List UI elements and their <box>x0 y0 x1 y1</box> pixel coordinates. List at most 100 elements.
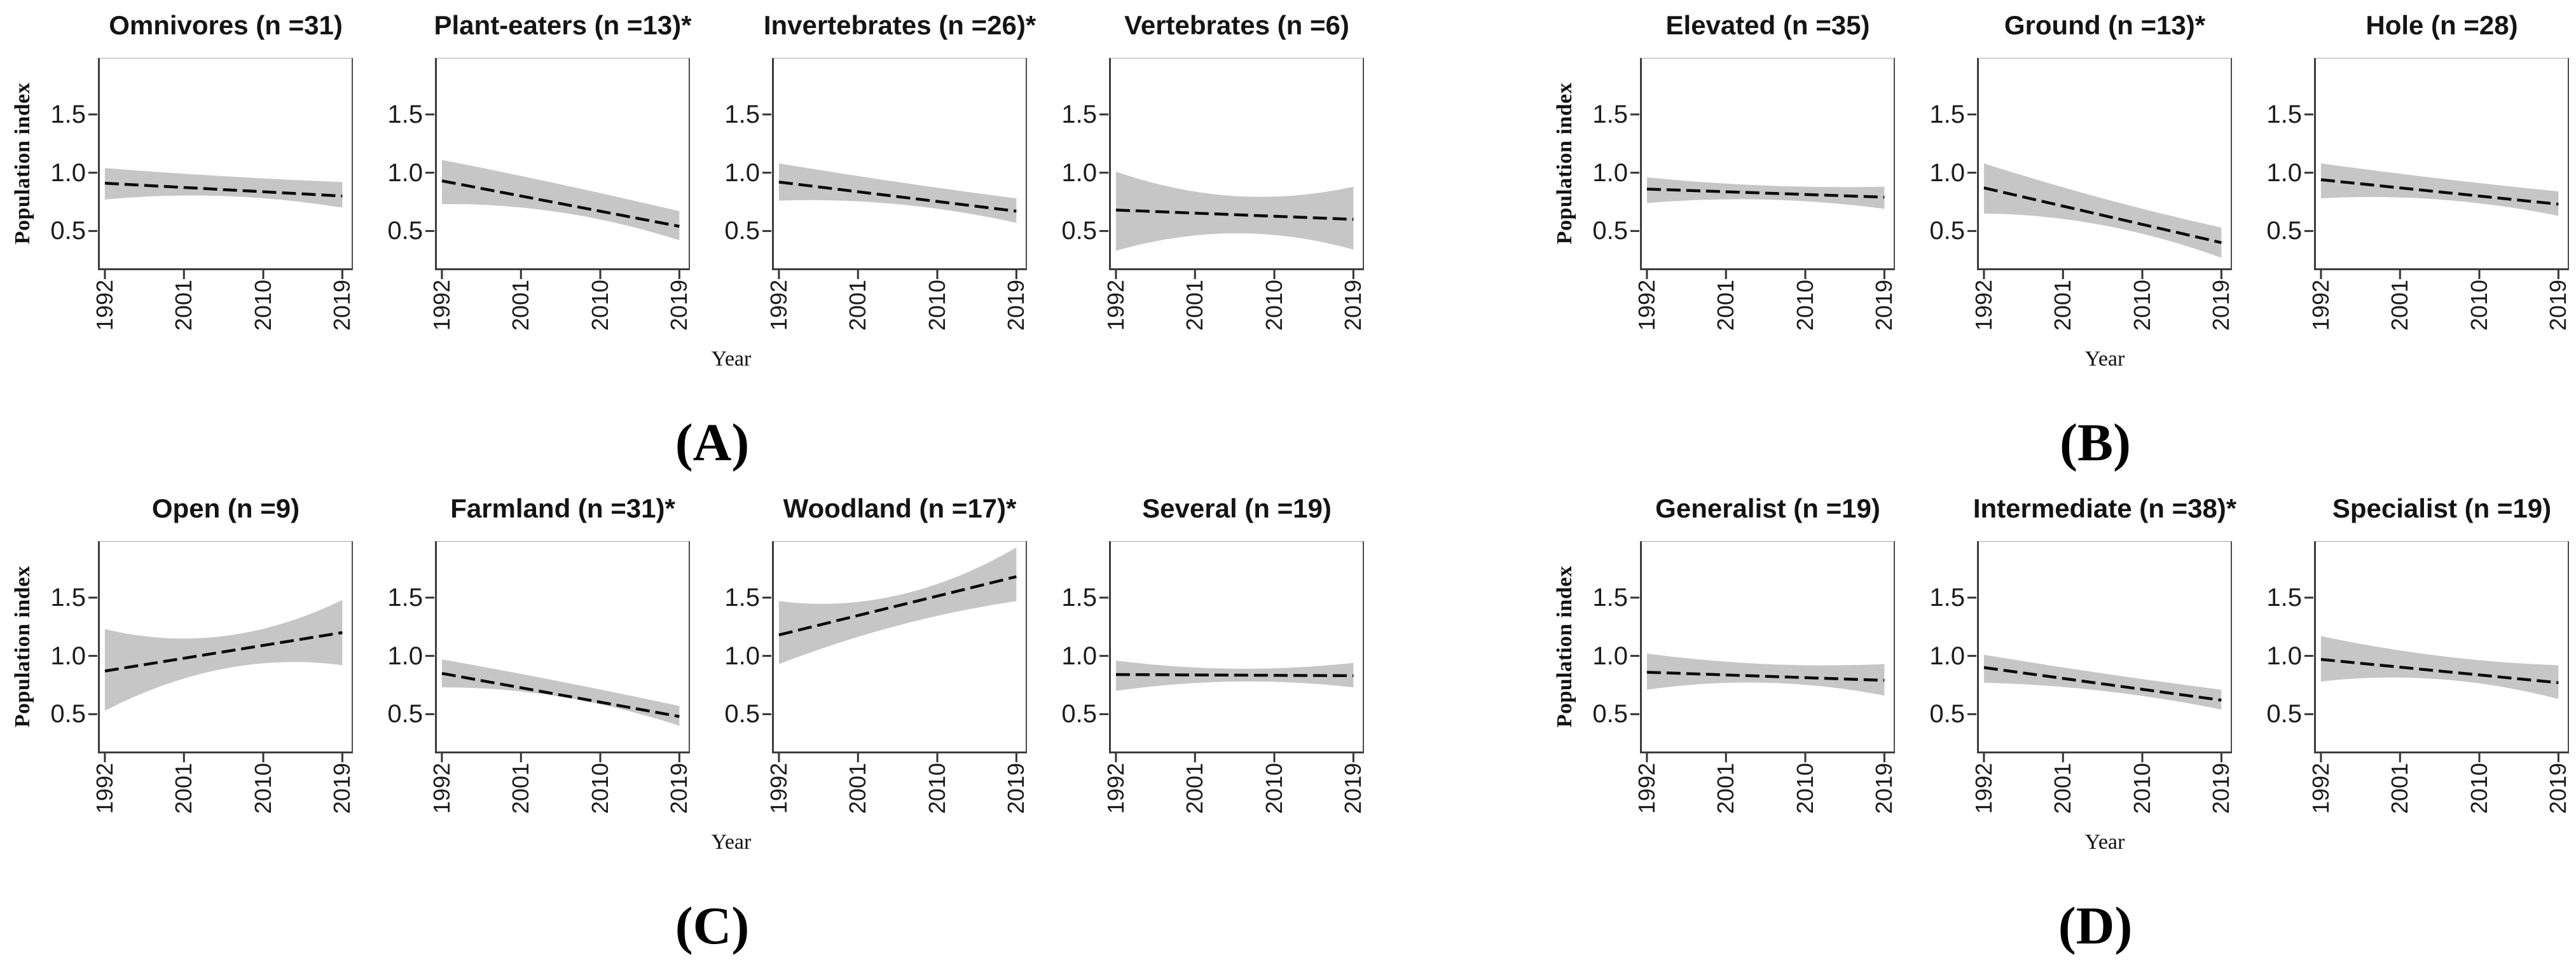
trend-ci-plot <box>425 113 680 279</box>
trend-line <box>441 671 680 718</box>
charts-row: Open (n =9) 1.5 1.0 0.5 1992 2001 2010 2019 Fa… <box>0 483 1386 966</box>
y-tick-label: 1.0 <box>1929 641 1965 670</box>
x-axis-label: Year <box>711 830 752 854</box>
x-tick-label: 2019 <box>1340 763 1367 814</box>
subplot-title: Several (n =19) <box>1142 493 1332 523</box>
confidence-band <box>1115 171 1354 251</box>
trend-ci-plot <box>1630 596 1885 762</box>
subplot-plant-eaters: Plant-eaters (n =13)* 1.5 1.0 0.5 1992 2001 2… <box>373 0 710 407</box>
x-axis-label: Year <box>2084 347 2125 371</box>
confidence-band <box>2320 163 2559 216</box>
x-tick-label: 2001 <box>844 280 871 331</box>
y-tick-label: 1.0 <box>50 158 86 187</box>
y-tick-label: 1.5 <box>1929 100 1965 128</box>
x-tick-label: 1992 <box>428 763 455 814</box>
trend-line <box>2320 178 2559 206</box>
confidence-band <box>104 168 343 208</box>
x-tick-label: 2019 <box>1003 763 1030 814</box>
x-tick-label: 2010 <box>1261 763 1287 814</box>
confidence-band <box>1646 654 1885 696</box>
y-tick-label: 1.0 <box>387 641 423 670</box>
y-tick-label: 0.5 <box>724 217 760 245</box>
y-tick-label: 0.5 <box>2266 700 2302 729</box>
x-tick-label: 1992 <box>1633 280 1660 331</box>
confidence-band <box>441 659 680 726</box>
confidence-band <box>1983 654 2222 710</box>
y-tick-label: 1.5 <box>1929 584 1965 612</box>
subplot-title: Intermediate (n =38)* <box>1973 493 2237 523</box>
x-tick-label: 2010 <box>2129 763 2155 814</box>
y-tick-label: 0.5 <box>50 700 86 729</box>
y-tick-label: 0.5 <box>2266 217 2302 245</box>
x-tick-label: 2010 <box>924 763 950 814</box>
y-tick-label: 1.5 <box>387 100 423 128</box>
y-tick-label: 0.5 <box>387 217 423 245</box>
subplot-title: Open (n =9) <box>151 493 300 523</box>
subplot-title: Plant-eaters (n =13)* <box>434 10 692 40</box>
x-tick-label: 2001 <box>507 280 534 331</box>
x-tick-label: 2001 <box>844 763 871 814</box>
y-tick-label: 1.0 <box>387 158 423 187</box>
subplot-invertebrates: Invertebrates (n =26)* 1.5 1.0 0.5 1992 2001… <box>710 0 1047 407</box>
y-tick-label: 1.5 <box>1061 584 1097 612</box>
x-tick-label: 1992 <box>765 280 792 331</box>
panel-label-B: (B) <box>2060 413 2131 472</box>
plot-area <box>1630 541 1895 762</box>
x-tick-label: 1992 <box>2307 763 2334 814</box>
y-tick-label: 1.5 <box>2266 584 2302 612</box>
subplot-farmland: Farmland (n =31)* 1.5 1.0 0.5 1992 2001 2010 2… <box>373 483 710 890</box>
x-tick-label: 2001 <box>1181 280 1208 331</box>
x-tick-label: 2010 <box>1261 280 1287 331</box>
subplot-title: Ground (n =13)* <box>2004 10 2206 40</box>
subplot-title: Woodland (n =17)* <box>783 493 1017 523</box>
subplot-title: Farmland (n =31)* <box>450 493 675 523</box>
y-tick-label: 1.5 <box>1592 584 1628 612</box>
subplot-intermediate: Intermediate (n =38)* 1.5 1.0 0.5 1992 2001 2… <box>1915 483 2252 890</box>
subplot-vertebrates: Vertebrates (n =6) 1.5 1.0 0.5 1992 2001 2010… <box>1047 0 1384 407</box>
subplot-title: Hole (n =28) <box>2366 10 2518 40</box>
x-tick-label: 1992 <box>1102 280 1129 331</box>
x-tick-label: 2019 <box>2208 763 2235 814</box>
subplot-title: Omnivores (n =31) <box>109 10 343 40</box>
y-tick-label: 0.5 <box>1592 217 1628 245</box>
trend-line <box>1115 673 1354 678</box>
subplot-hole: Hole (n =28) 1.5 1.0 0.5 1992 2001 2010 2019 <box>2252 0 2576 407</box>
subplot-elevated: Elevated (n =35) 1.5 1.0 0.5 1992 2001 2010 20… <box>1578 0 1915 407</box>
y-tick-label: 1.0 <box>724 641 760 670</box>
charts-row: Generalist (n =19) 1.5 1.0 0.5 1992 2001 2010… <box>1542 483 2576 966</box>
y-tick-label: 1.5 <box>1061 100 1097 128</box>
y-tick-label: 0.5 <box>1592 700 1628 729</box>
x-tick-label: 1992 <box>2307 280 2334 331</box>
x-tick-label: 2010 <box>2466 763 2492 814</box>
panel-D: Population index Generalist (n =19) 1.5 1… <box>1542 483 2576 966</box>
trend-line <box>2320 657 2559 685</box>
x-tick-label: 2001 <box>2049 280 2076 331</box>
x-axis-label: Year <box>2084 830 2125 854</box>
x-tick-label: 2010 <box>2466 280 2492 331</box>
plot-area <box>88 58 353 279</box>
x-tick-label: 2010 <box>250 763 276 814</box>
panel-A: Population index Omnivores (n =31) 1.5 1.… <box>0 0 1386 483</box>
y-tick-label: 1.0 <box>1592 641 1628 670</box>
trend-ci-plot <box>2304 596 2559 762</box>
x-tick-label: 2019 <box>1871 280 1898 331</box>
x-tick-label: 1992 <box>1102 763 1129 814</box>
trend-line <box>1646 188 1885 199</box>
charts-row: Omnivores (n =31) 1.5 1.0 0.5 1992 2001 2010 2… <box>0 0 1386 483</box>
y-tick-label: 1.0 <box>50 641 86 670</box>
x-tick-label: 1992 <box>91 280 118 331</box>
x-tick-label: 2019 <box>2545 280 2572 331</box>
plot-area <box>2304 541 2569 762</box>
x-tick-label: 2019 <box>2208 280 2235 331</box>
subplot-open: Open (n =9) 1.5 1.0 0.5 1992 2001 2010 2019 <box>36 483 373 890</box>
x-tick-label: 2001 <box>1712 280 1739 331</box>
y-tick-label: 1.0 <box>1592 158 1628 187</box>
trend-line <box>441 179 680 228</box>
y-tick-label: 1.0 <box>1061 641 1097 670</box>
trend-ci-plot <box>762 547 1017 762</box>
subplot-specialist: Specialist (n =19) 1.5 1.0 0.5 1992 2001 2010… <box>2252 483 2576 890</box>
x-tick-label: 2019 <box>666 763 692 814</box>
subplot-title: Generalist (n =19) <box>1655 493 1880 523</box>
plot-area <box>1099 58 1364 279</box>
trend-ci-plot <box>762 113 1017 279</box>
